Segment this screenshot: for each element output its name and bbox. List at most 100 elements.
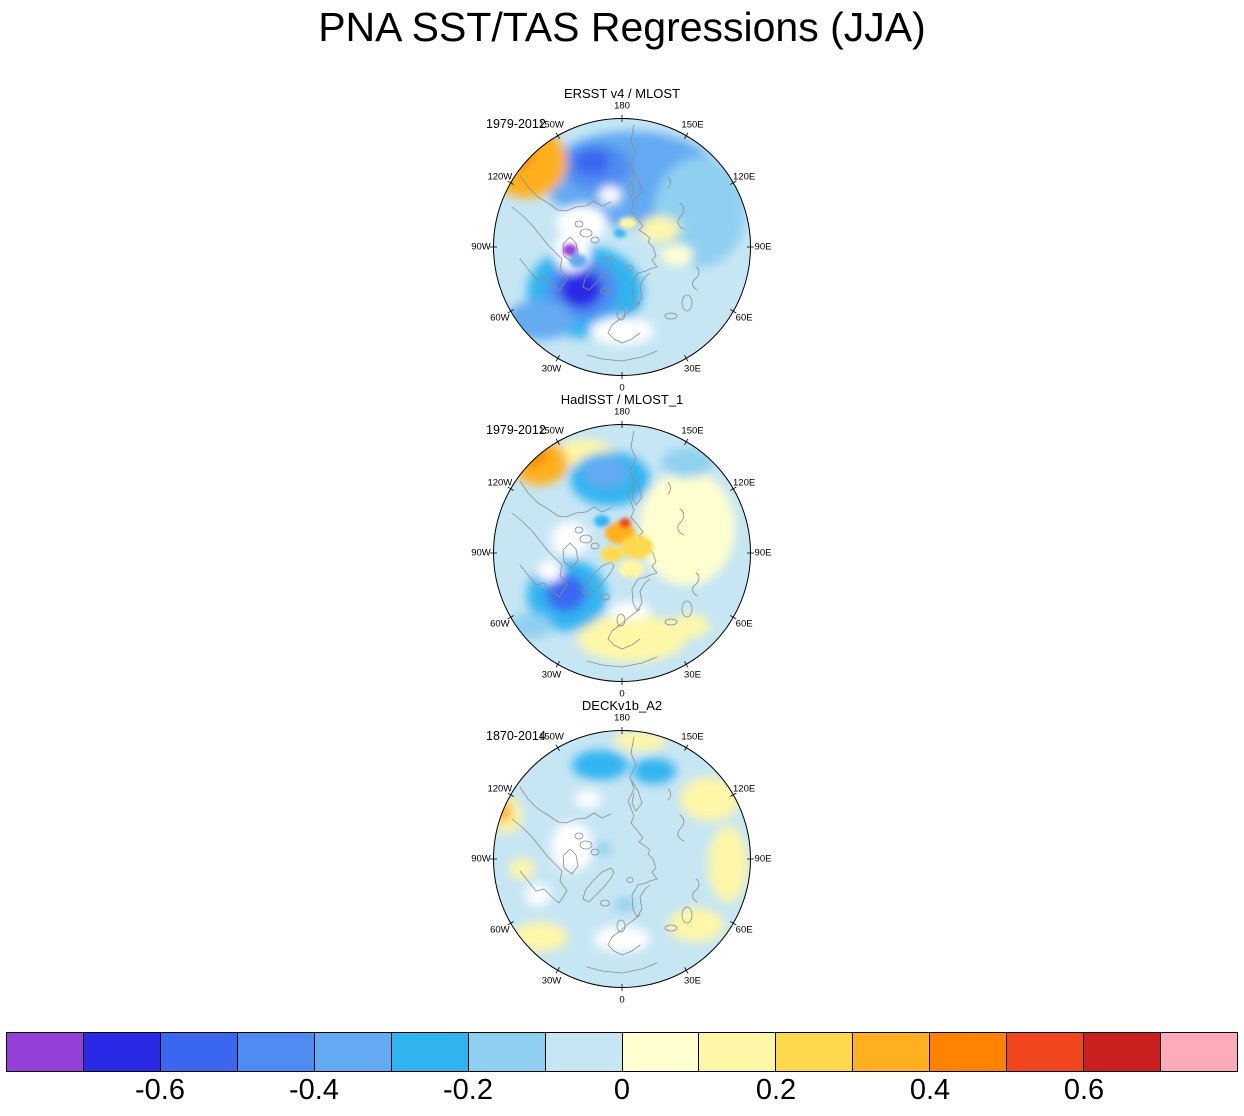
period-label: 1979-2012 [486,117,546,131]
colorbar-tick-label: -0.4 [289,1074,339,1106]
anomaly-blob [509,858,535,880]
anomaly-blob [614,731,666,751]
anomaly-blob [654,157,746,267]
colorbar-cell [1007,1033,1085,1071]
panel-title: ERSST v4 / MLOST [563,86,681,101]
panel-ersst-mlost: ERSST v4 / MLOST 1979-2012 180 150E 120E 90… [0,86,1244,401]
lon-label-90E: 90E [754,241,772,253]
anomaly-blob [577,614,687,662]
colorbar-cell [160,1033,238,1071]
map-wrap-deck: 1870-2014 180 150E 120E 90E 60E 30E 0 30W 60W 90W… [471,712,772,1013]
lon-label-120W: 120W [487,477,513,488]
colorbar-cell [930,1033,1008,1071]
map-wrap-ersst: 1979-2012 180 150E 120E 90E 60E 30E 0 30W 60W 90W… [471,100,772,401]
anomaly-blob [518,444,546,466]
colorbar-cells [6,1032,1238,1072]
map-outline [493,424,751,682]
colorbar-tick-label: -0.6 [135,1074,185,1106]
colorbar-cell [776,1033,854,1071]
anomaly-blob [619,518,631,528]
lon-label-150W: 150W [539,119,564,131]
anomaly-blob [670,614,710,638]
anomaly-blob [557,205,607,241]
colorbar-tick-label: 0.6 [1063,1074,1105,1106]
colorbar-tick-label: 0.2 [755,1074,797,1106]
anomaly-blob [572,750,628,780]
lon-label-60E: 60E [735,924,753,935]
lon-label-150E: 150E [681,731,704,743]
lon-label-90E: 90E [754,853,772,865]
anomaly-blob [599,186,621,204]
lon-label-60W: 60W [490,618,510,629]
lon-label-60E: 60E [735,618,753,629]
period-label: 1870-2014 [486,729,546,743]
lon-label-60W: 60W [490,924,510,935]
period-label: 1979-2012 [486,423,546,437]
anomaly-blob [680,777,740,821]
colorbar-cell [622,1033,700,1071]
lon-label-0: 0 [619,688,625,700]
lon-label-90W: 90W [471,547,491,559]
anomaly-blob [593,842,611,856]
lon-label-30W: 30W [541,975,562,987]
lon-label-180: 180 [614,100,630,112]
anomaly-blob [551,522,589,556]
anomaly-blob [618,560,644,578]
anomaly-blob [661,244,693,266]
lon-label-60W: 60W [490,312,510,323]
lon-label-150W: 150W [539,731,564,743]
anomaly-blob [508,613,552,639]
colorbar-cell [545,1033,623,1071]
anomaly-blob [551,822,593,872]
anomaly-blob [496,801,512,823]
lon-label-90E: 90E [754,547,772,559]
anomaly-blob [574,149,610,175]
colorbar-tick-label: 0 [613,1074,631,1106]
anomaly-blob [584,458,628,488]
anomaly-blob [668,908,724,942]
anomaly-blob [563,244,577,256]
anomaly-blob [632,758,676,784]
anomaly-blob [640,216,680,242]
lon-label-120W: 120W [487,783,513,794]
anomaly-blob [639,470,735,586]
lon-label-0: 0 [619,994,625,1006]
colorbar-cell [83,1033,161,1071]
panel-title: HadISST / MLOST_1 [560,392,684,407]
map-outline [493,118,751,376]
polar-map-svg [490,421,754,685]
lon-label-120E: 120E [733,477,756,488]
lon-label-30W: 30W [541,363,562,375]
lon-label-120E: 120E [733,171,756,182]
lon-label-120E: 120E [733,783,756,794]
anomaly-blob [594,515,610,527]
polar-map-svg [490,727,754,991]
lon-label-150E: 150E [681,425,704,437]
lon-label-180: 180 [614,406,630,418]
lon-label-150W: 150W [539,425,564,437]
colorbar-cell [391,1033,469,1071]
panel-deckv1b-a2: DECKv1b_A2 1870-2014 180 150E 120E 90E 60E 30… [0,698,1244,1013]
colorbar-cell [853,1033,931,1071]
anomaly-blob [525,884,551,906]
colorbar-tick-label: 0.4 [909,1074,951,1106]
colorbar-cell [237,1033,315,1071]
colorbar-tick-label: -0.2 [443,1074,493,1106]
anomaly-blob [546,574,586,612]
anomaly-blob [621,535,653,559]
anomaly-blob [495,133,535,169]
colorbar-cell [699,1033,777,1071]
figure-title: PNA SST/TAS Regressions (JJA) [318,4,926,50]
anomaly-blob [708,826,748,902]
map-wrap-hadisst: 1979-2012 180 150E 120E 90E 60E 30E 0 30W 60W 90W… [471,406,772,707]
polar-map-svg [490,115,754,379]
lon-label-180: 180 [614,712,630,724]
anomaly-blob [614,228,626,238]
anomaly-blob [610,602,650,620]
colorbar-cell [7,1033,84,1071]
lon-label-30W: 30W [541,669,562,681]
anomaly-blob [560,270,602,308]
lon-label-30E: 30E [684,363,701,375]
panel-title: DECKv1b_A2 [581,698,663,713]
